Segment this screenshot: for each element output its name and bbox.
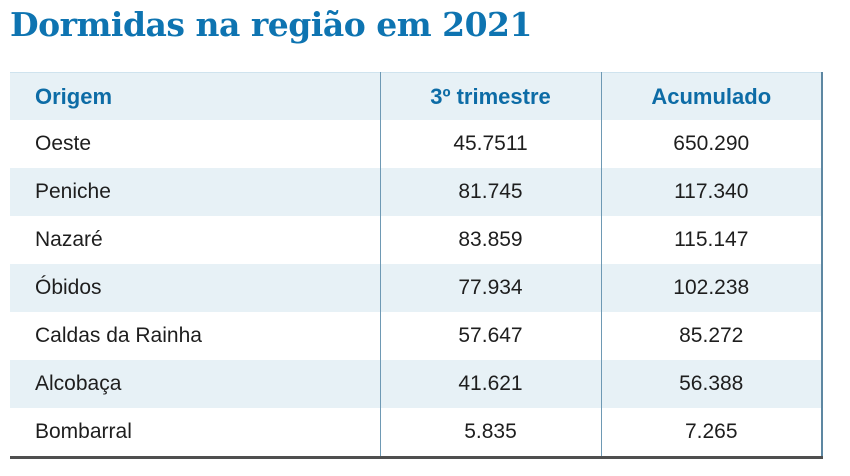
cell-trimestre: 45.7511: [379, 120, 601, 168]
cell-trimestre: 41.621: [379, 360, 601, 408]
table-row-nazare: Nazaré 83.859 115.147: [10, 216, 822, 264]
table-header: Origem 3º trimestre Acumulado: [10, 72, 822, 120]
table-row-obidos: Óbidos 77.934 102.238: [10, 264, 822, 312]
cell-trimestre: 81.745: [379, 168, 601, 216]
cell-origem: Óbidos: [35, 276, 102, 299]
cell-trimestre: 57.647: [379, 312, 601, 360]
header-row: Origem 3º trimestre Acumulado: [10, 72, 822, 120]
dormidas-table: Origem 3º trimestre Acumulado Oeste 45.7…: [10, 72, 823, 459]
column-header-origem: Origem: [10, 72, 380, 120]
cell-acumulado: 85.272: [600, 312, 822, 360]
table-row-peniche: Peniche 81.745 117.340: [10, 168, 822, 216]
column-header-trimestre: 3º trimestre: [379, 72, 601, 120]
table-row-alcobaca: Alcobaça 41.621 56.388: [10, 360, 822, 408]
cell-acumulado: 115.147: [600, 216, 822, 264]
cell-trimestre: 77.934: [379, 264, 601, 312]
cell-acumulado: 56.388: [600, 360, 822, 408]
cell-acumulado: 650.290: [600, 120, 822, 168]
cell-trimestre: 5.835: [379, 408, 601, 458]
table-row-bombarral: Bombarral 5.835 7.265: [10, 408, 822, 458]
cell-origem: Caldas da Rainha: [35, 324, 202, 347]
cell-trimestre: 83.859: [379, 216, 601, 264]
table-row-oeste: Oeste 45.7511 650.290: [10, 120, 822, 168]
cell-origem: Nazaré: [35, 228, 103, 251]
cell-origem: Bombarral: [35, 420, 132, 443]
cell-origem: Oeste: [35, 132, 92, 155]
cell-origem: Peniche: [35, 180, 111, 203]
table-row-caldas-da-rainha: Caldas da Rainha 57.647 85.272: [10, 312, 822, 360]
page-title: Dormidas na região em 2021: [10, 5, 532, 44]
table-body: Oeste 45.7511 650.290 Peniche 81.745 117…: [10, 120, 822, 458]
cell-acumulado: 117.340: [600, 168, 822, 216]
cell-origem: Alcobaça: [35, 372, 122, 395]
infographic-page: Dormidas na região em 2021 Origem 3º tri…: [0, 5, 850, 476]
cell-acumulado: 7.265: [600, 408, 822, 458]
column-header-acumulado: Acumulado: [600, 72, 822, 120]
cell-acumulado: 102.238: [600, 264, 822, 312]
